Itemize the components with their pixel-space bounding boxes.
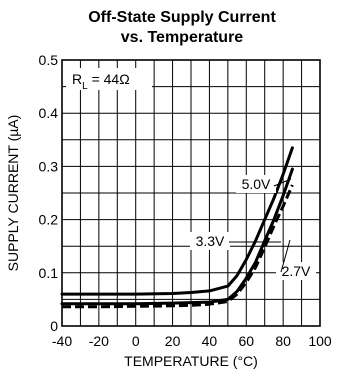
x-axis-label: TEMPERATURE (°C) — [124, 353, 258, 369]
x-tick-label: 0 — [132, 333, 140, 349]
y-tick-label: 0.4 — [39, 105, 59, 121]
chart-title-line-2: vs. Temperature — [121, 29, 244, 46]
grid-layer — [62, 60, 320, 326]
x-tick-label: 60 — [238, 333, 254, 349]
y-tick-label: 0.3 — [39, 158, 59, 174]
chart-title-line-1: Off-State Supply Current — [88, 9, 276, 26]
series-label-2v7-bg — [276, 262, 316, 280]
y-tick-label: 0.1 — [39, 265, 59, 281]
plot-frame — [61, 59, 321, 327]
y-axis-label: SUPPLY CURRENT (µA) — [5, 115, 21, 272]
x-tick-label: 40 — [202, 333, 218, 349]
series-line — [60, 146, 294, 296]
x-tick-label: 20 — [165, 333, 181, 349]
y-tick-label: 0.2 — [39, 212, 59, 228]
y-tick-label: 0 — [50, 318, 58, 334]
leader-line-5v — [273, 178, 292, 187]
series-layer — [60, 146, 294, 309]
annotation-layer: 5.0V 3.3V 2.7V RL = 44Ω — [66, 68, 316, 280]
series-label-5v: 5.0V — [242, 176, 271, 192]
series-label-5v-bg — [236, 175, 276, 193]
series-line — [62, 184, 294, 309]
series-label-2v7: 2.7V — [282, 263, 311, 279]
condition-label-bg — [66, 68, 152, 90]
y-tick-label: 0.5 — [39, 52, 59, 68]
x-tick-label: -20 — [89, 333, 109, 349]
series-label-3v3: 3.3V — [196, 233, 225, 249]
x-tick-label: 100 — [308, 333, 332, 349]
x-tick-label: -40 — [52, 333, 72, 349]
x-tick-label: 80 — [275, 333, 291, 349]
series-line — [60, 167, 294, 306]
series-label-3v3-bg — [190, 232, 230, 250]
tick-layer: -40 -20 0 20 40 60 80 100 0 0.1 0.2 0.3 0.4 0.5 — [39, 52, 332, 349]
leader-line-2v7 — [280, 239, 291, 273]
condition-label: RL = 44Ω — [72, 71, 130, 92]
